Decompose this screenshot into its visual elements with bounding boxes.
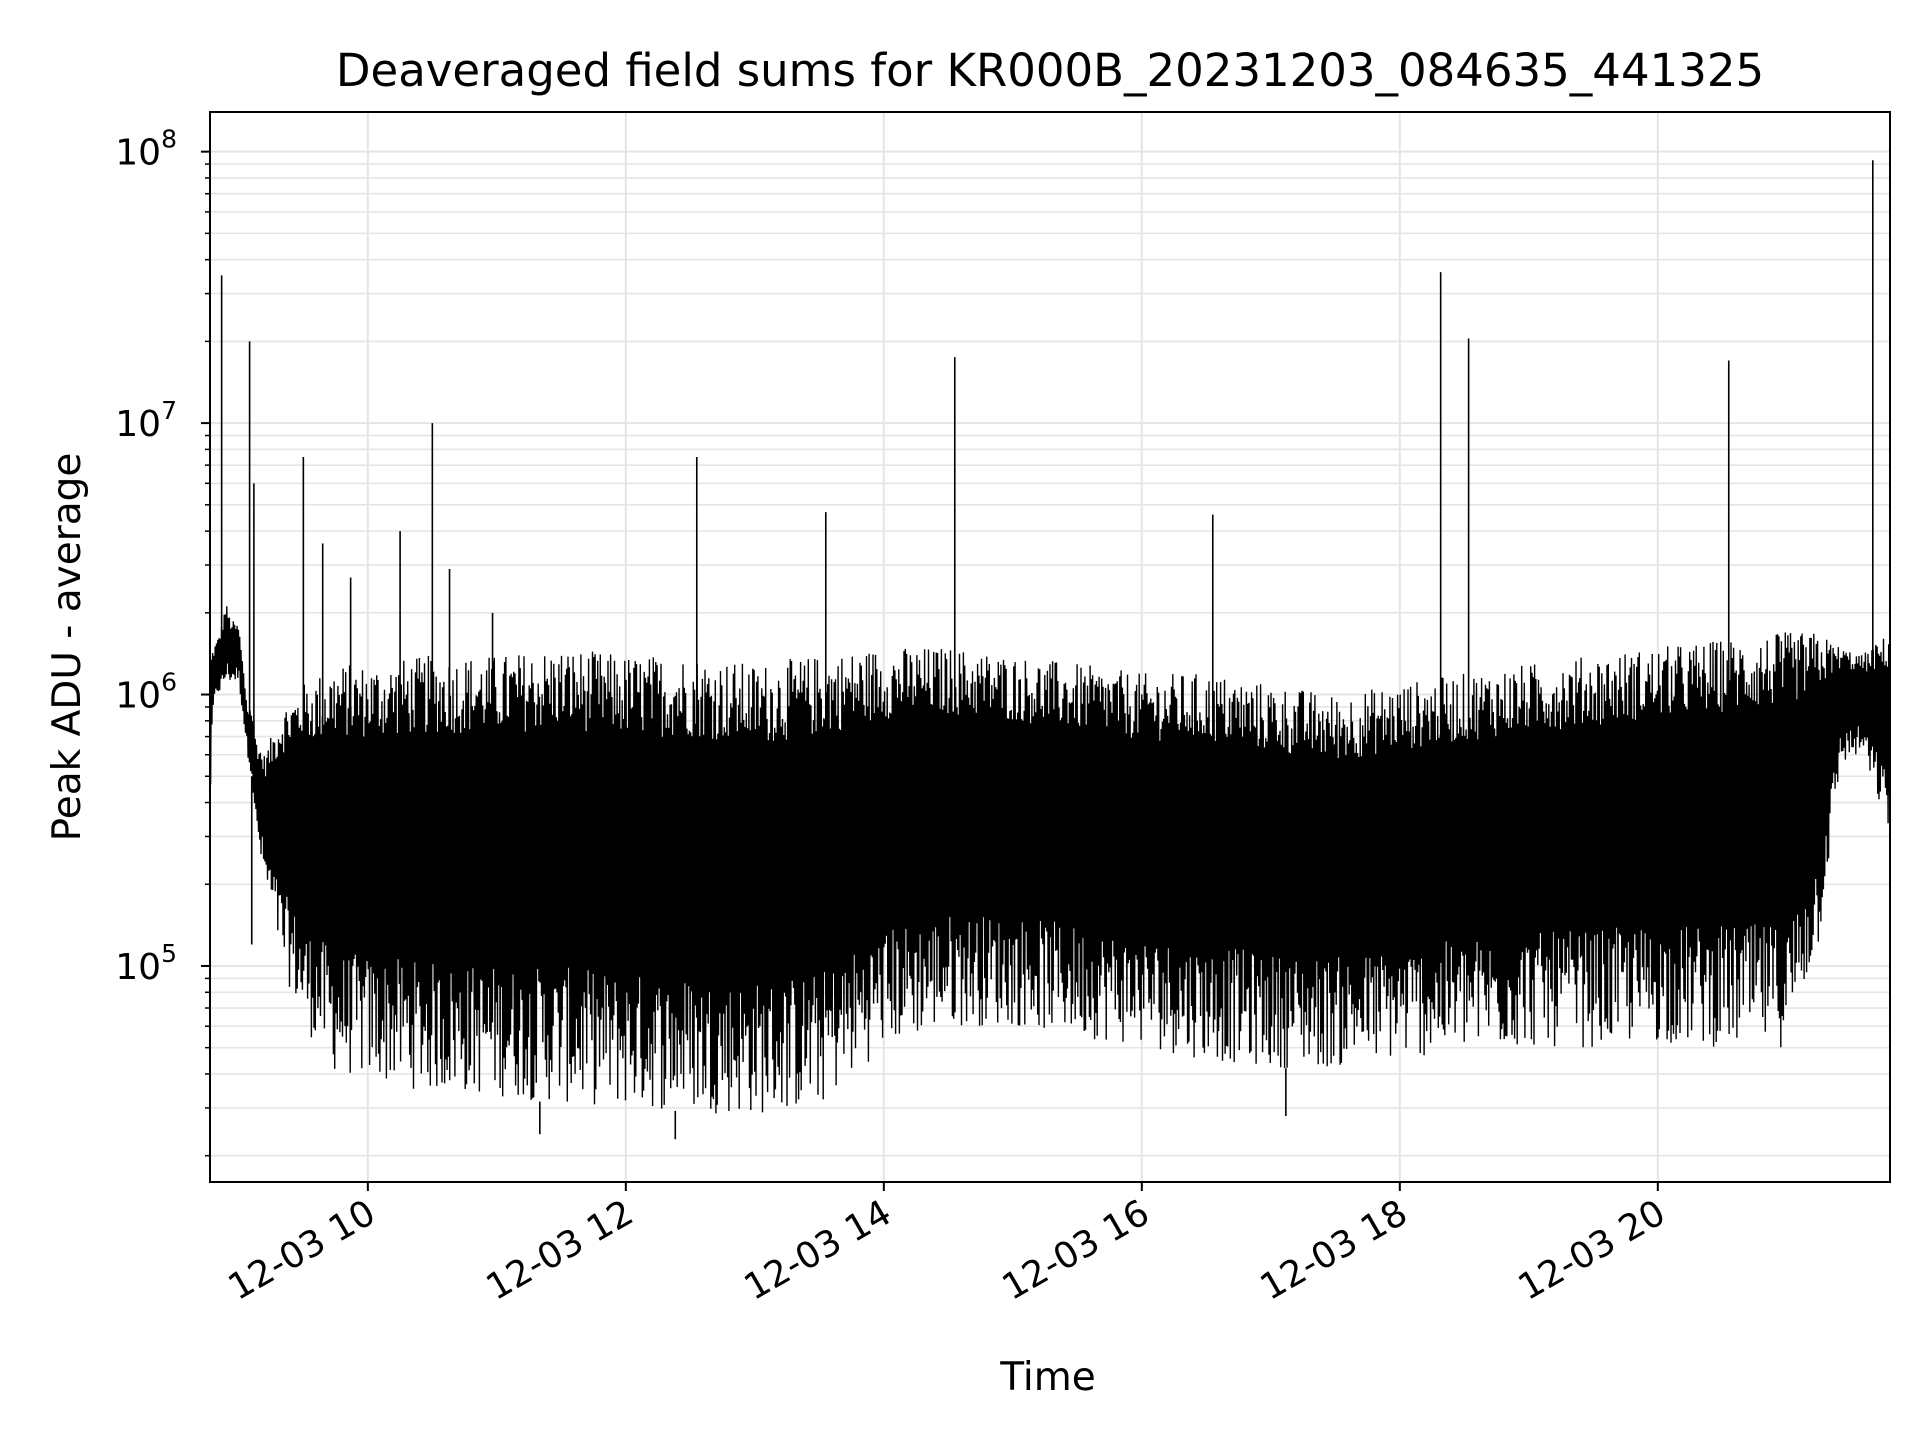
signal-trace — [209, 606, 1891, 1114]
x-axis-label: Time — [999, 1355, 1095, 1400]
chart-title: Deaveraged field sums for KR000B_2023120… — [336, 44, 1764, 97]
data-series — [209, 160, 1891, 1140]
y-tick-label: 106 — [115, 668, 177, 717]
y-tick-label: 108 — [115, 125, 177, 174]
y-axis-ticks: 105 106 107 108 — [115, 125, 210, 1157]
plot-frame — [209, 111, 1891, 1183]
y-tick-label: 105 — [115, 939, 177, 988]
y-tick-label: 107 — [115, 396, 177, 445]
y-axis-label: Peak ADU - average — [45, 453, 90, 842]
